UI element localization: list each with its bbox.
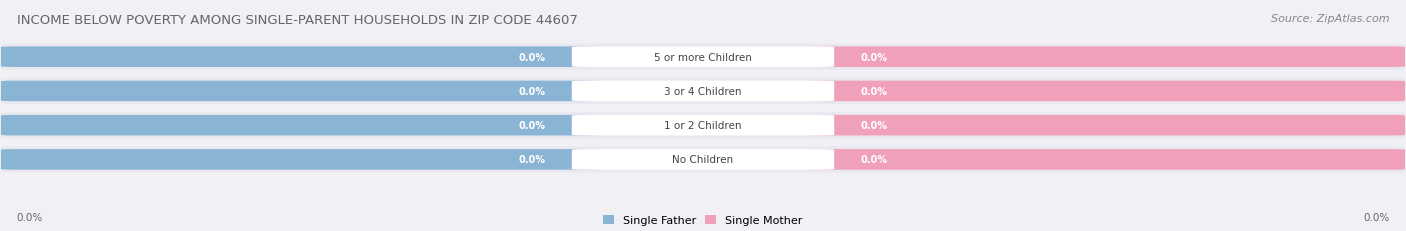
FancyBboxPatch shape [808,149,1405,170]
Text: 5 or more Children: 5 or more Children [654,52,752,62]
Text: 0.0%: 0.0% [860,155,887,165]
FancyBboxPatch shape [1,79,1405,104]
Text: 0.0%: 0.0% [519,87,546,97]
FancyBboxPatch shape [813,48,934,67]
FancyBboxPatch shape [1,113,1405,139]
Text: 0.0%: 0.0% [860,52,887,62]
FancyBboxPatch shape [1,44,1405,70]
FancyBboxPatch shape [808,81,1405,102]
Text: 0.0%: 0.0% [519,52,546,62]
FancyBboxPatch shape [472,116,593,135]
Text: 0.0%: 0.0% [519,121,546,131]
FancyBboxPatch shape [572,149,834,170]
Text: 3 or 4 Children: 3 or 4 Children [664,87,742,97]
FancyBboxPatch shape [572,116,834,136]
FancyBboxPatch shape [472,82,593,101]
Text: 1 or 2 Children: 1 or 2 Children [664,121,742,131]
FancyBboxPatch shape [1,116,598,136]
Text: INCOME BELOW POVERTY AMONG SINGLE-PARENT HOUSEHOLDS IN ZIP CODE 44607: INCOME BELOW POVERTY AMONG SINGLE-PARENT… [17,14,578,27]
Text: 0.0%: 0.0% [519,155,546,165]
FancyBboxPatch shape [1,149,598,170]
FancyBboxPatch shape [1,81,598,102]
FancyBboxPatch shape [808,47,1405,68]
FancyBboxPatch shape [472,150,593,169]
Text: 0.0%: 0.0% [1362,212,1389,222]
FancyBboxPatch shape [1,47,598,68]
FancyBboxPatch shape [472,48,593,67]
Text: 0.0%: 0.0% [860,121,887,131]
FancyBboxPatch shape [813,150,934,169]
Text: 0.0%: 0.0% [860,87,887,97]
FancyBboxPatch shape [813,82,934,101]
FancyBboxPatch shape [808,116,1405,136]
Text: Source: ZipAtlas.com: Source: ZipAtlas.com [1271,14,1389,24]
FancyBboxPatch shape [572,47,834,68]
Text: No Children: No Children [672,155,734,165]
Text: 0.0%: 0.0% [17,212,44,222]
FancyBboxPatch shape [572,81,834,102]
Legend: Single Father, Single Mother: Single Father, Single Mother [603,215,803,225]
FancyBboxPatch shape [813,116,934,135]
FancyBboxPatch shape [1,147,1405,173]
